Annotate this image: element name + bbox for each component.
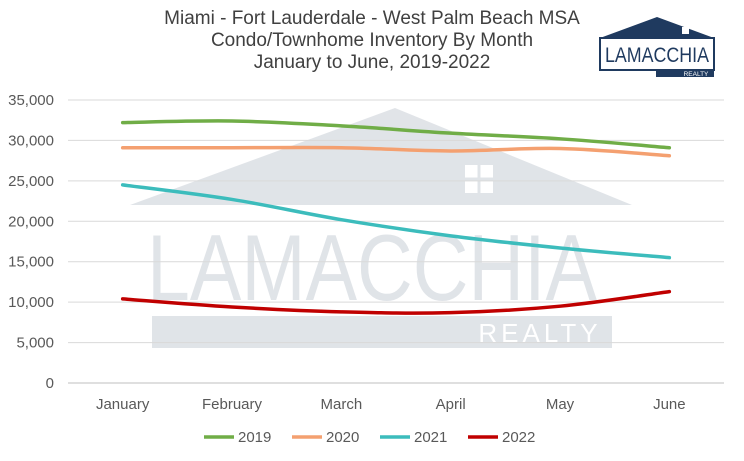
series-line-2021 xyxy=(120,183,672,260)
x-axis-tick-labels: January February March April May June xyxy=(96,396,686,413)
legend-label-2020: 2020 xyxy=(326,429,359,446)
gridlines xyxy=(68,99,724,384)
y-tick-label: 30,000 xyxy=(8,132,54,149)
y-axis-tick-labels: 0 5,000 10,000 15,000 20,000 25,000 30,000 35,0… xyxy=(8,92,54,392)
lamacchia-logo: LAMACCHIA REALTY xyxy=(599,17,715,78)
y-tick-label: 10,000 xyxy=(8,294,54,311)
y-tick-label: 25,000 xyxy=(8,173,54,190)
x-tick-label: February xyxy=(202,396,263,413)
chart-title-line-3: January to June, 2019-2022 xyxy=(253,52,491,73)
y-tick-label: 20,000 xyxy=(8,213,54,230)
x-tick-label: June xyxy=(653,396,686,413)
logo-tagline-band xyxy=(656,69,714,77)
series-line-2019 xyxy=(120,119,672,150)
x-tick-label: May xyxy=(546,396,575,413)
chart-title-line-1: Miami - Fort Lauderdale - West Palm Beac… xyxy=(164,8,580,29)
watermark-tagline: REALTY xyxy=(478,318,601,348)
y-tick-label: 0 xyxy=(46,375,54,392)
series-line-2022 xyxy=(120,289,672,315)
y-tick-label: 15,000 xyxy=(8,254,54,271)
chart-title: Miami - Fort Lauderdale - West Palm Beac… xyxy=(0,8,744,74)
x-tick-label: March xyxy=(320,396,362,413)
series-line-2020 xyxy=(120,145,672,158)
chart-title-line-2: Condo/Townhome Inventory By Month xyxy=(210,30,534,51)
x-tick-label: January xyxy=(96,396,150,413)
legend-label-2022: 2022 xyxy=(502,429,535,446)
logo-tagline: REALTY xyxy=(684,71,709,78)
legend: 2019 2020 2021 2022 xyxy=(204,429,535,446)
y-tick-label: 35,000 xyxy=(8,92,54,109)
series-lines xyxy=(120,119,672,315)
x-tick-label: April xyxy=(436,396,466,413)
logo-window-icon xyxy=(682,27,689,34)
legend-label-2021: 2021 xyxy=(414,429,447,446)
watermark-window-icon xyxy=(465,165,493,193)
legend-label-2019: 2019 xyxy=(238,429,271,446)
logo-roof xyxy=(600,17,714,38)
y-tick-label: 5,000 xyxy=(16,335,54,352)
logo-text: LAMACCHIA xyxy=(605,44,709,67)
